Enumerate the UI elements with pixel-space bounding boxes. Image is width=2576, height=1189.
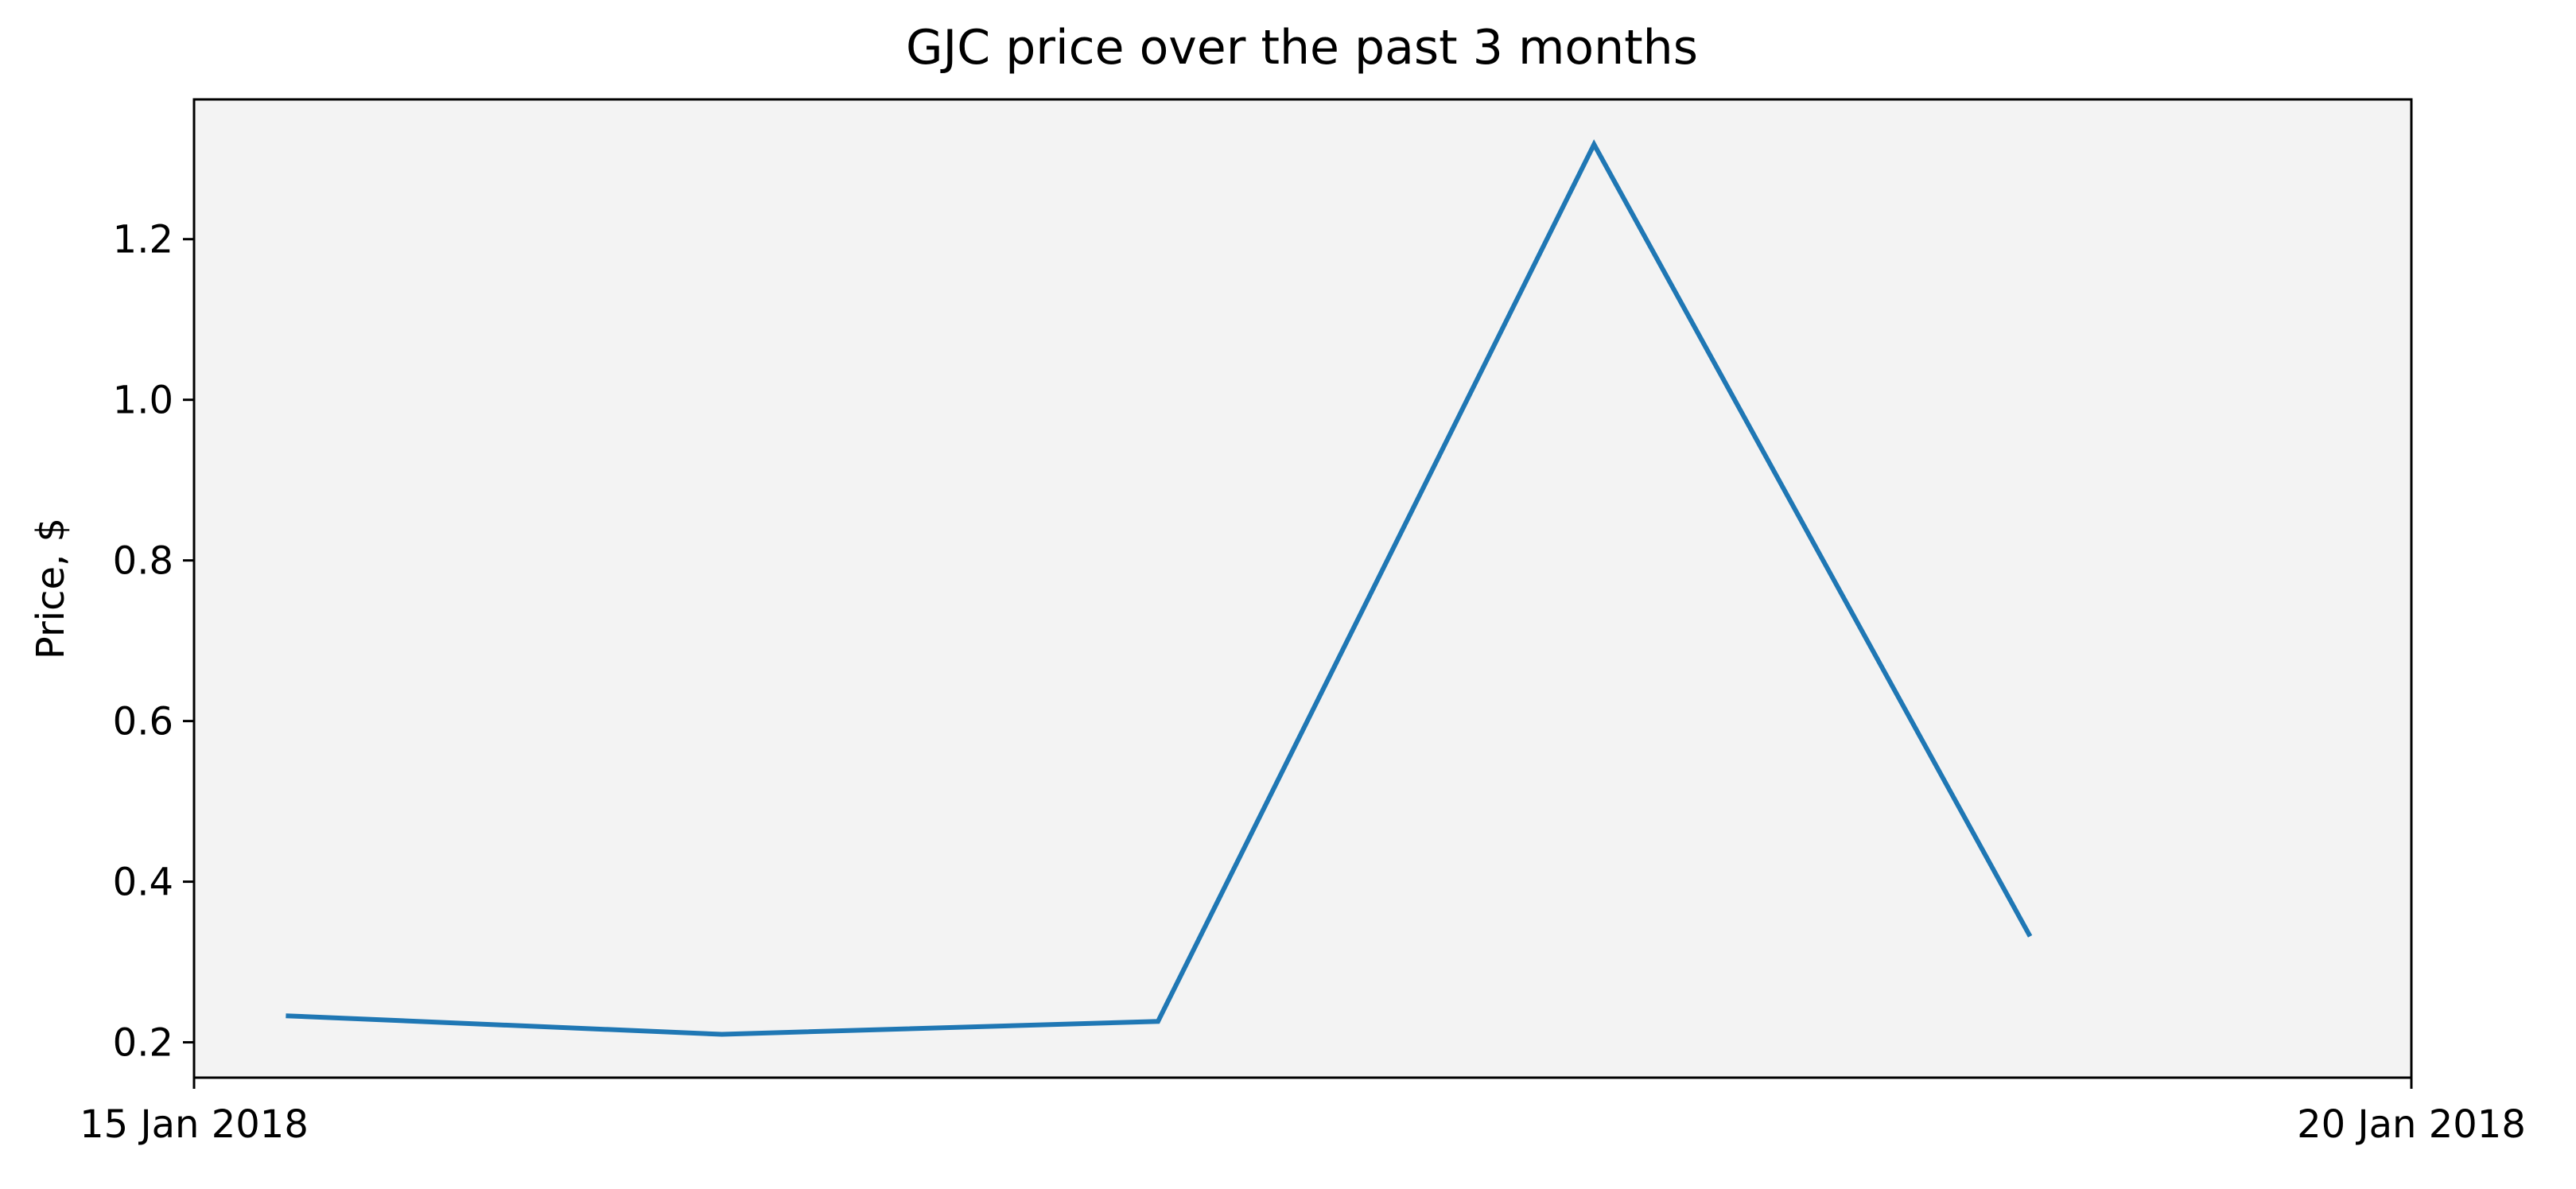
series-layer	[286, 139, 2033, 1037]
y-tick-label: 0.4	[113, 861, 173, 905]
y-axis-label: Price, $	[29, 518, 73, 659]
x-axis-ticks: 15 Jan 2018 20 Jan 2018	[80, 1078, 2526, 1147]
plot-area	[194, 99, 2411, 1078]
plot-frame	[192, 98, 2413, 1079]
series-line-0	[286, 139, 2033, 1037]
y-tick-label: 0.2	[113, 1021, 173, 1066]
x-tick-label: 20 Jan 2018	[2297, 1102, 2526, 1147]
y-tick-label: 1.0	[113, 379, 173, 423]
x-tick-label: 15 Jan 2018	[80, 1102, 309, 1147]
chart-title: GJC price over the past 3 months	[906, 20, 1698, 76]
y-tick-label: 1.2	[113, 218, 173, 262]
y-axis-ticks: 0.2 0.4 0.6 0.8 1.0 1.2	[113, 218, 194, 1066]
y-tick-label: 0.6	[113, 700, 173, 744]
y-tick-label: 0.8	[113, 539, 173, 584]
